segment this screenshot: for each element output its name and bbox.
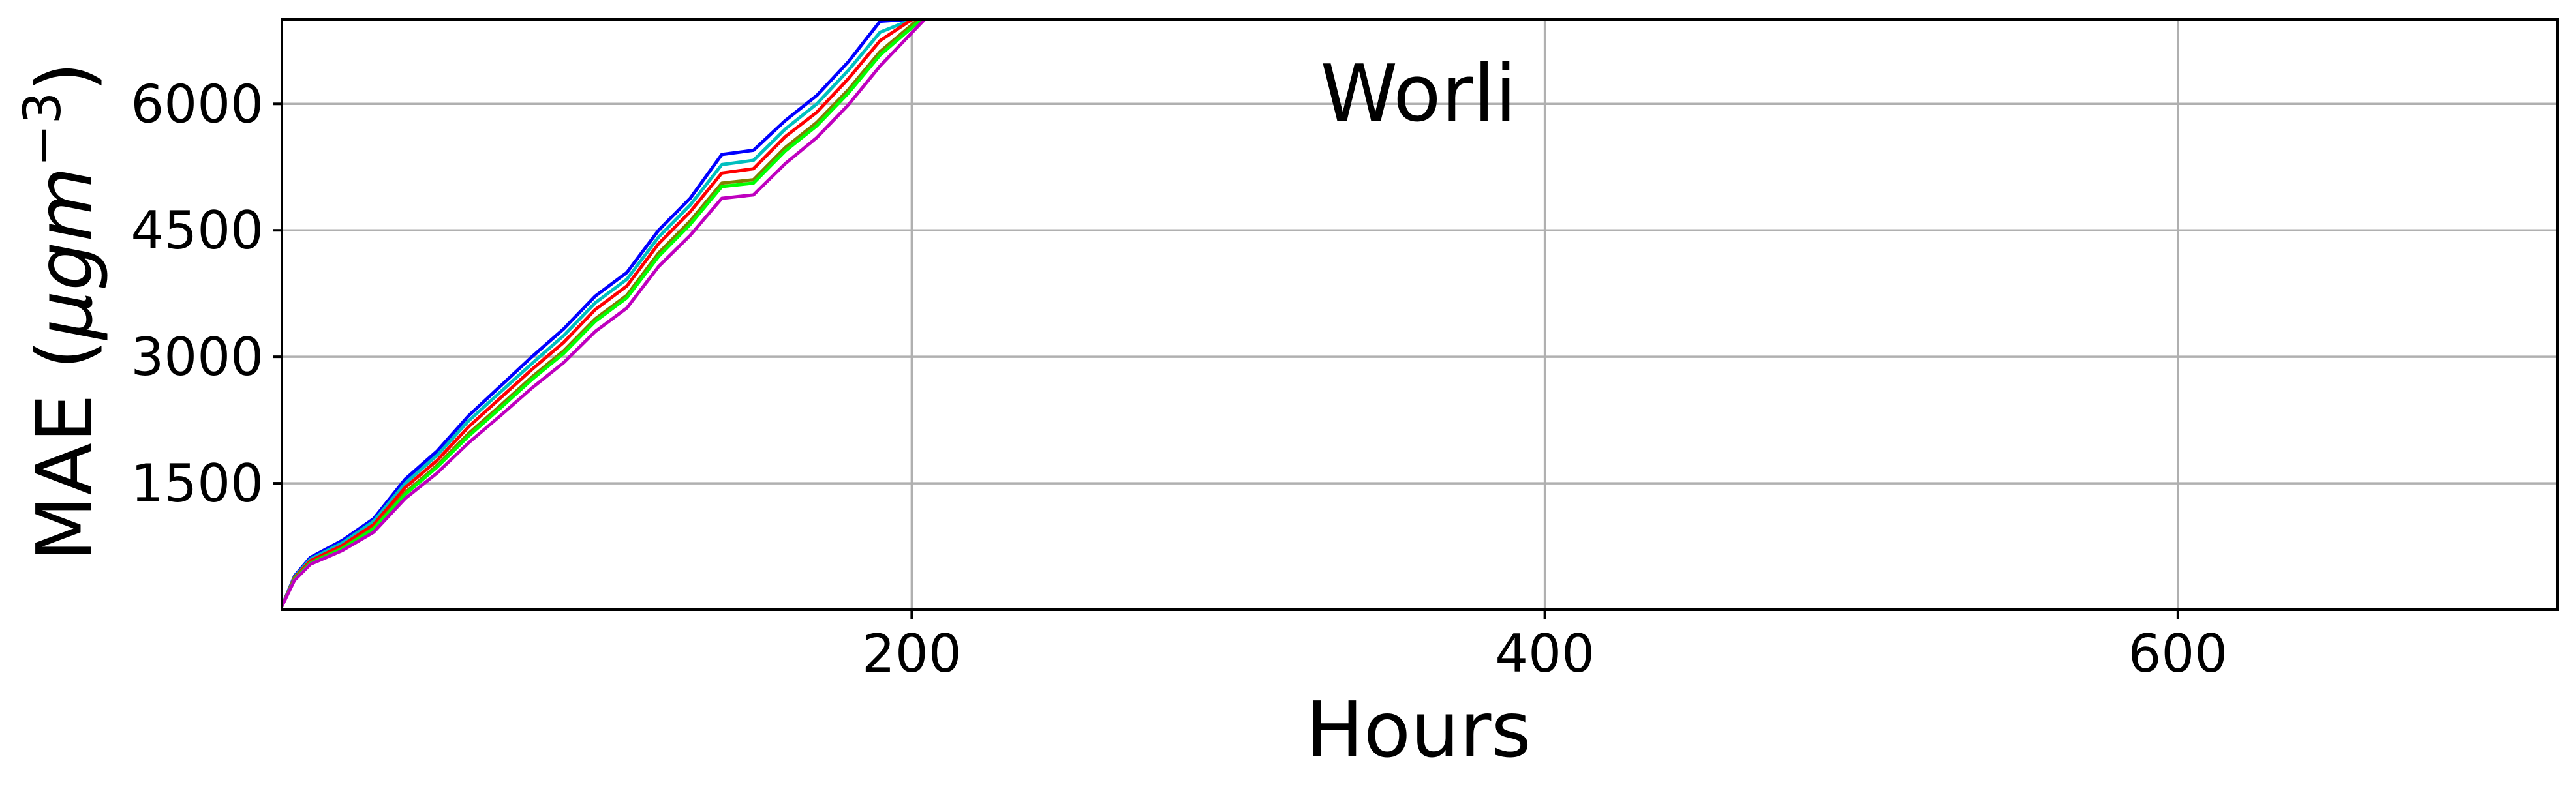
plot-frame — [281, 18, 2559, 611]
x-tick-label: 200 — [862, 623, 962, 684]
x-tick-labels: 200 400 600 — [862, 610, 2228, 684]
y-axis-title: MAE (μgm−3) — [14, 62, 110, 562]
x-tick-label: 400 — [1495, 623, 1595, 684]
series-line-1 — [282, 20, 908, 608]
series-line-6 — [282, 20, 927, 608]
y-axis-title-main: MAE ( — [20, 340, 110, 562]
series-lines — [282, 20, 927, 608]
y-tick-labels: 1500 3000 4500 6000 — [130, 74, 282, 514]
series-line-3 — [282, 20, 913, 608]
x-axis-title: Hours — [1306, 685, 1531, 775]
y-tick-label: 4500 — [130, 200, 264, 261]
y-axis-title-close: ) — [20, 62, 110, 92]
y-axis-title-exponent: −3 — [14, 92, 72, 167]
x-tick-label: 600 — [2128, 623, 2228, 684]
series-line-5 — [282, 20, 923, 608]
y-tick-label: 6000 — [130, 74, 264, 134]
y-tick-label: 3000 — [130, 327, 264, 387]
y-tick-label: 1500 — [130, 453, 264, 514]
series-line-2 — [282, 20, 913, 608]
grid-lines — [282, 20, 2558, 610]
location-annotation: Worli — [1320, 49, 1516, 140]
y-axis-title-unit: μgm — [20, 167, 110, 341]
